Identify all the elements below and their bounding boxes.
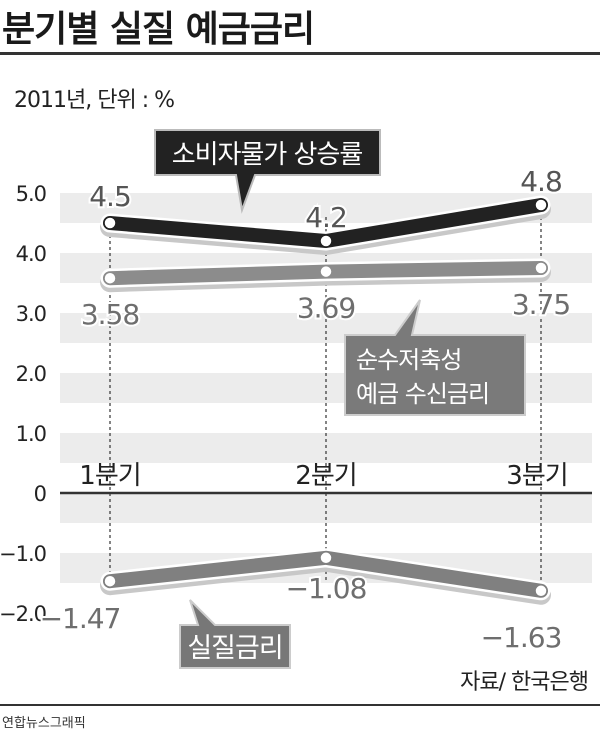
data-label: −1.08 [286,572,367,605]
data-label: 4.5 [89,180,131,213]
data-point [534,584,548,598]
credit-label: 연합뉴스그래픽 [2,716,86,731]
x-category-label: 1분기 [79,461,140,491]
x-category-label: 3분기 [506,461,567,491]
data-label: −1.47 [40,602,121,635]
data-point [319,234,333,248]
legend-label-deposit-rate-line1: 순수저축성 [356,346,461,374]
y-tick-label: 1.0 [16,422,46,446]
legend-label-real-rate: 실질금리 [187,633,282,664]
legend-label-consumer-prices: 소비자물가 상승률 [172,140,363,170]
data-point [534,198,548,212]
x-category-label: 2분기 [295,461,356,491]
legend-callout-real-rate [179,599,291,669]
y-tick-label: 2.0 [16,362,46,386]
footer-divider [0,704,600,706]
unit-label: 2011년, 단위 : % [14,88,175,113]
data-label: 3.58 [81,298,139,331]
y-tick-label: −1.0 [0,542,46,566]
data-point [103,574,117,588]
data-label: 4.8 [520,165,562,198]
data-point [103,216,117,230]
data-label: −1.63 [481,621,562,654]
data-label: 3.75 [512,288,570,321]
y-tick-label: 5.0 [16,182,46,206]
legend-callout-deposit-rate [344,299,526,416]
data-point [534,261,548,275]
source-label: 자료/ 한국은행 [460,670,589,695]
y-tick-label: −2.0 [0,602,46,626]
y-tick-label: 4.0 [16,242,46,266]
data-point [103,271,117,285]
data-point [319,551,333,565]
data-label: 4.2 [305,201,347,234]
chart-title: 분기별 실질 예금금리 [2,9,315,50]
legend-label-deposit-rate-line2: 예금 수신금리 [356,380,489,408]
title-divider [0,52,600,55]
data-point [319,264,333,279]
y-tick-label: 0 [34,482,46,506]
y-tick-label: 3.0 [16,302,46,326]
data-label: 3.69 [297,292,355,325]
legend-callout-consumer-prices [154,129,381,214]
